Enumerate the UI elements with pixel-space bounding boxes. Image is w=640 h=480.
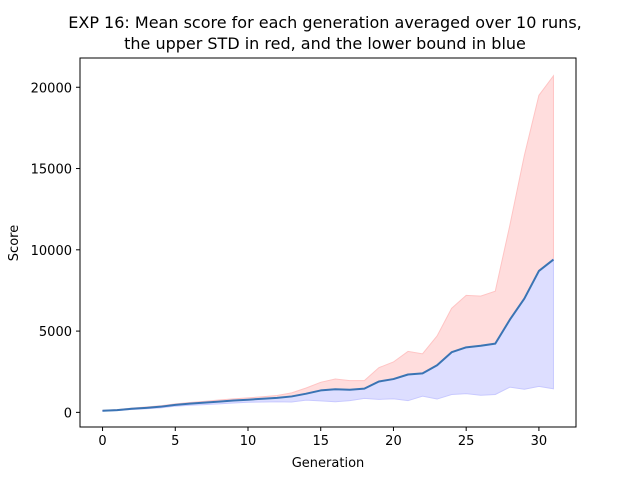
x-axis-label: Generation [292, 456, 365, 471]
plot-area [102, 74, 555, 412]
y-tick-label: 10000 [31, 244, 72, 259]
y-tick-label: 0 [64, 406, 72, 421]
chart-title-line-1: EXP 16: Mean score for each generation a… [68, 13, 582, 32]
x-tick-label: 25 [458, 434, 475, 449]
y-tick-label: 5000 [39, 325, 72, 340]
y-tick-label: 15000 [31, 163, 72, 178]
x-tick-label: 10 [240, 434, 257, 449]
y-axis-ticks: 0 5000 10000 15000 20000 [31, 81, 80, 421]
y-axis-label: Score [7, 225, 22, 261]
x-tick-label: 30 [531, 434, 548, 449]
y-tick-label: 20000 [31, 81, 72, 96]
chart-title-line-2: the upper STD in red, and the lower boun… [124, 34, 526, 53]
x-axis-ticks: 0 5 10 15 20 25 30 [98, 427, 547, 449]
x-tick-label: 20 [385, 434, 402, 449]
x-tick-label: 5 [171, 434, 179, 449]
x-tick-label: 15 [312, 434, 329, 449]
plot-frame [79, 57, 577, 428]
x-tick-label: 0 [98, 434, 106, 449]
mean-score-line [102, 258, 555, 412]
